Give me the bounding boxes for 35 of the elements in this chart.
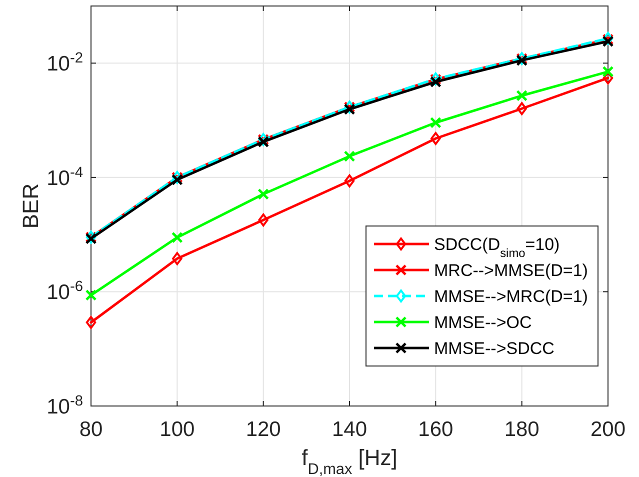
x-tick-label: 140 [332, 418, 368, 441]
point [86, 316, 96, 329]
point [258, 213, 268, 226]
point [344, 174, 355, 188]
point [171, 174, 183, 186]
y-tick-label: 10$^{-6}$ [46, 279, 83, 304]
x-axis-title: f$_{D,max}$ [Hz] [302, 445, 398, 477]
x-tick-label: 80 [79, 418, 103, 441]
point [85, 289, 97, 301]
point [516, 90, 528, 102]
point [602, 66, 614, 78]
x-tick-label: 200 [590, 418, 626, 441]
legend-label: SDCC(D$_{simo}$=10) [434, 234, 560, 260]
x-tick-label: 180 [504, 418, 540, 441]
y-tick-label: 10$^{-4}$ [46, 164, 83, 190]
point [430, 132, 441, 145]
point [430, 116, 442, 128]
y-axis-title: BER [18, 183, 43, 229]
x-tick-label: 100 [160, 418, 195, 441]
y-tick-label: 10$^{-2}$ [46, 50, 83, 76]
point [516, 102, 527, 116]
legend-label: MRC-->MMSE(D=1) [434, 260, 588, 280]
x-tick-label: 120 [246, 418, 281, 441]
legend-label: MMSE-->SDCC [434, 338, 554, 358]
point [258, 188, 270, 200]
y-tick-label: 10$^{-8}$ [46, 393, 83, 418]
legend-label: MMSE-->MRC(D=1) [434, 286, 588, 306]
point [258, 136, 270, 148]
point [344, 150, 356, 162]
point [430, 76, 442, 88]
point [172, 252, 182, 266]
point [344, 104, 356, 115]
legend-label: MMSE-->OC [434, 312, 532, 332]
point [171, 232, 183, 244]
x-tick-label: 160 [418, 418, 454, 441]
